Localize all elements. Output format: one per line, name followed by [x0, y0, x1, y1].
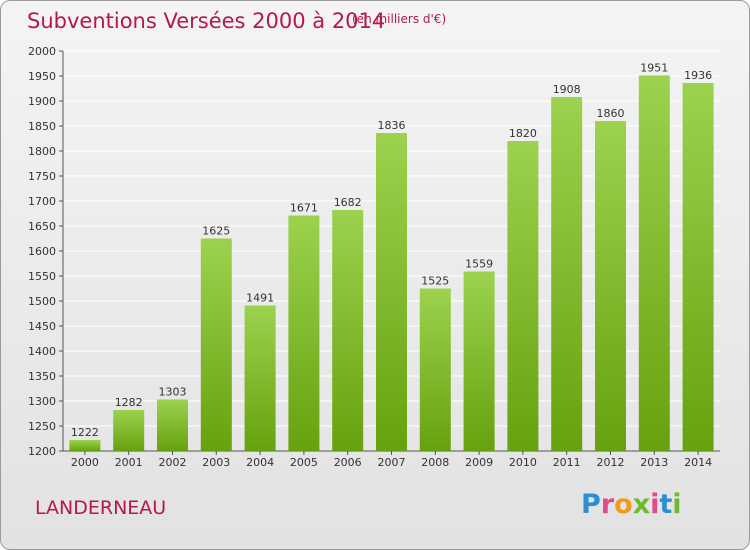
data-label-2005: 1671	[290, 202, 318, 215]
data-label-2007: 1836	[378, 119, 406, 132]
y-tick-label: 1800	[28, 145, 56, 158]
bar-2007	[376, 133, 407, 451]
data-label-2004: 1491	[246, 292, 274, 305]
x-tick-label-2006: 2006	[334, 456, 362, 469]
y-tick-label: 1200	[28, 445, 56, 458]
y-tick-label: 1550	[28, 270, 56, 283]
data-label-2001: 1282	[115, 396, 143, 409]
data-label-2011: 1908	[553, 83, 581, 96]
bar-2000	[69, 440, 101, 451]
y-tick-label: 1500	[28, 295, 56, 308]
bar-2001	[113, 410, 145, 451]
data-label-2013: 1951	[640, 62, 668, 75]
data-label-2003: 1625	[202, 225, 230, 238]
bar-2003	[200, 238, 232, 451]
logo-letter: x	[632, 489, 651, 520]
x-tick-label-2005: 2005	[290, 456, 318, 469]
bars	[69, 75, 714, 451]
bar-2010	[507, 141, 539, 451]
y-tick-label: 1250	[28, 420, 56, 433]
bar-2004	[244, 305, 276, 451]
data-label-2008: 1525	[421, 275, 449, 288]
data-labels: 1222 1282 1303 1625 1491 1671 1682 1836 1525 1559…	[71, 62, 712, 440]
y-tick-label: 1450	[28, 320, 56, 333]
x-tick-label-2004: 2004	[246, 456, 274, 469]
bar-2013	[638, 75, 670, 451]
logo-letter: r	[600, 489, 615, 520]
commune-name: LANDERNEAU	[35, 497, 167, 519]
x-tick-label-2002: 2002	[159, 456, 187, 469]
y-tick-label: 1350	[28, 370, 56, 383]
bar-2002	[157, 399, 188, 451]
data-label-2014: 1936	[684, 69, 712, 82]
x-tick-label-2001: 2001	[115, 456, 143, 469]
data-label-2009: 1559	[465, 258, 493, 271]
y-tick-label: 1600	[28, 245, 56, 258]
chart-title: Subventions Versées 2000 à 2014	[27, 9, 386, 33]
data-label-2012: 1860	[597, 107, 625, 120]
data-label-2002: 1303	[159, 386, 187, 399]
bar-2006	[332, 210, 364, 451]
chart-subtitle: (en milliers d'€)	[352, 12, 447, 26]
x-tick-label-2008: 2008	[421, 456, 449, 469]
y-tick-label: 1950	[28, 70, 56, 83]
bar-2012	[595, 121, 626, 451]
bar-2008	[419, 288, 451, 451]
data-label-2006: 1682	[334, 196, 362, 209]
logo-letter: i	[650, 489, 660, 520]
logo-letter: i	[672, 489, 682, 520]
x-tick-label-2011: 2011	[553, 456, 581, 469]
x-tick-label-2013: 2013	[640, 456, 668, 469]
x-tick-label-2012: 2012	[597, 456, 625, 469]
logo-letter: t	[659, 489, 673, 520]
y-tick-label: 1900	[28, 95, 56, 108]
x-tick-label-2003: 2003	[202, 456, 230, 469]
proxiti-logo: Proxiti	[581, 489, 682, 520]
bar-2011	[551, 97, 583, 451]
logo-letter: P	[581, 489, 601, 520]
x-tick-label-2010: 2010	[509, 456, 537, 469]
bar-2014	[682, 83, 714, 451]
x-tick-label-2014: 2014	[684, 456, 712, 469]
x-tick-label-2009: 2009	[465, 456, 493, 469]
x-tick-label-2000: 2000	[71, 456, 99, 469]
y-tick-label: 1300	[28, 395, 56, 408]
y-tick-label: 1850	[28, 120, 56, 133]
y-tick-label: 1650	[28, 220, 56, 233]
x-tick-label-2007: 2007	[378, 456, 406, 469]
y-tick-label: 2000	[28, 45, 56, 58]
bar-2005	[288, 215, 320, 451]
data-label-2010: 1820	[509, 127, 537, 140]
bar-2009	[463, 271, 495, 451]
y-tick-label: 1750	[28, 170, 56, 183]
y-tick-label: 1400	[28, 345, 56, 358]
logo-letter: o	[614, 489, 633, 520]
data-label-2000: 1222	[71, 426, 99, 439]
y-tick-label: 1700	[28, 195, 56, 208]
